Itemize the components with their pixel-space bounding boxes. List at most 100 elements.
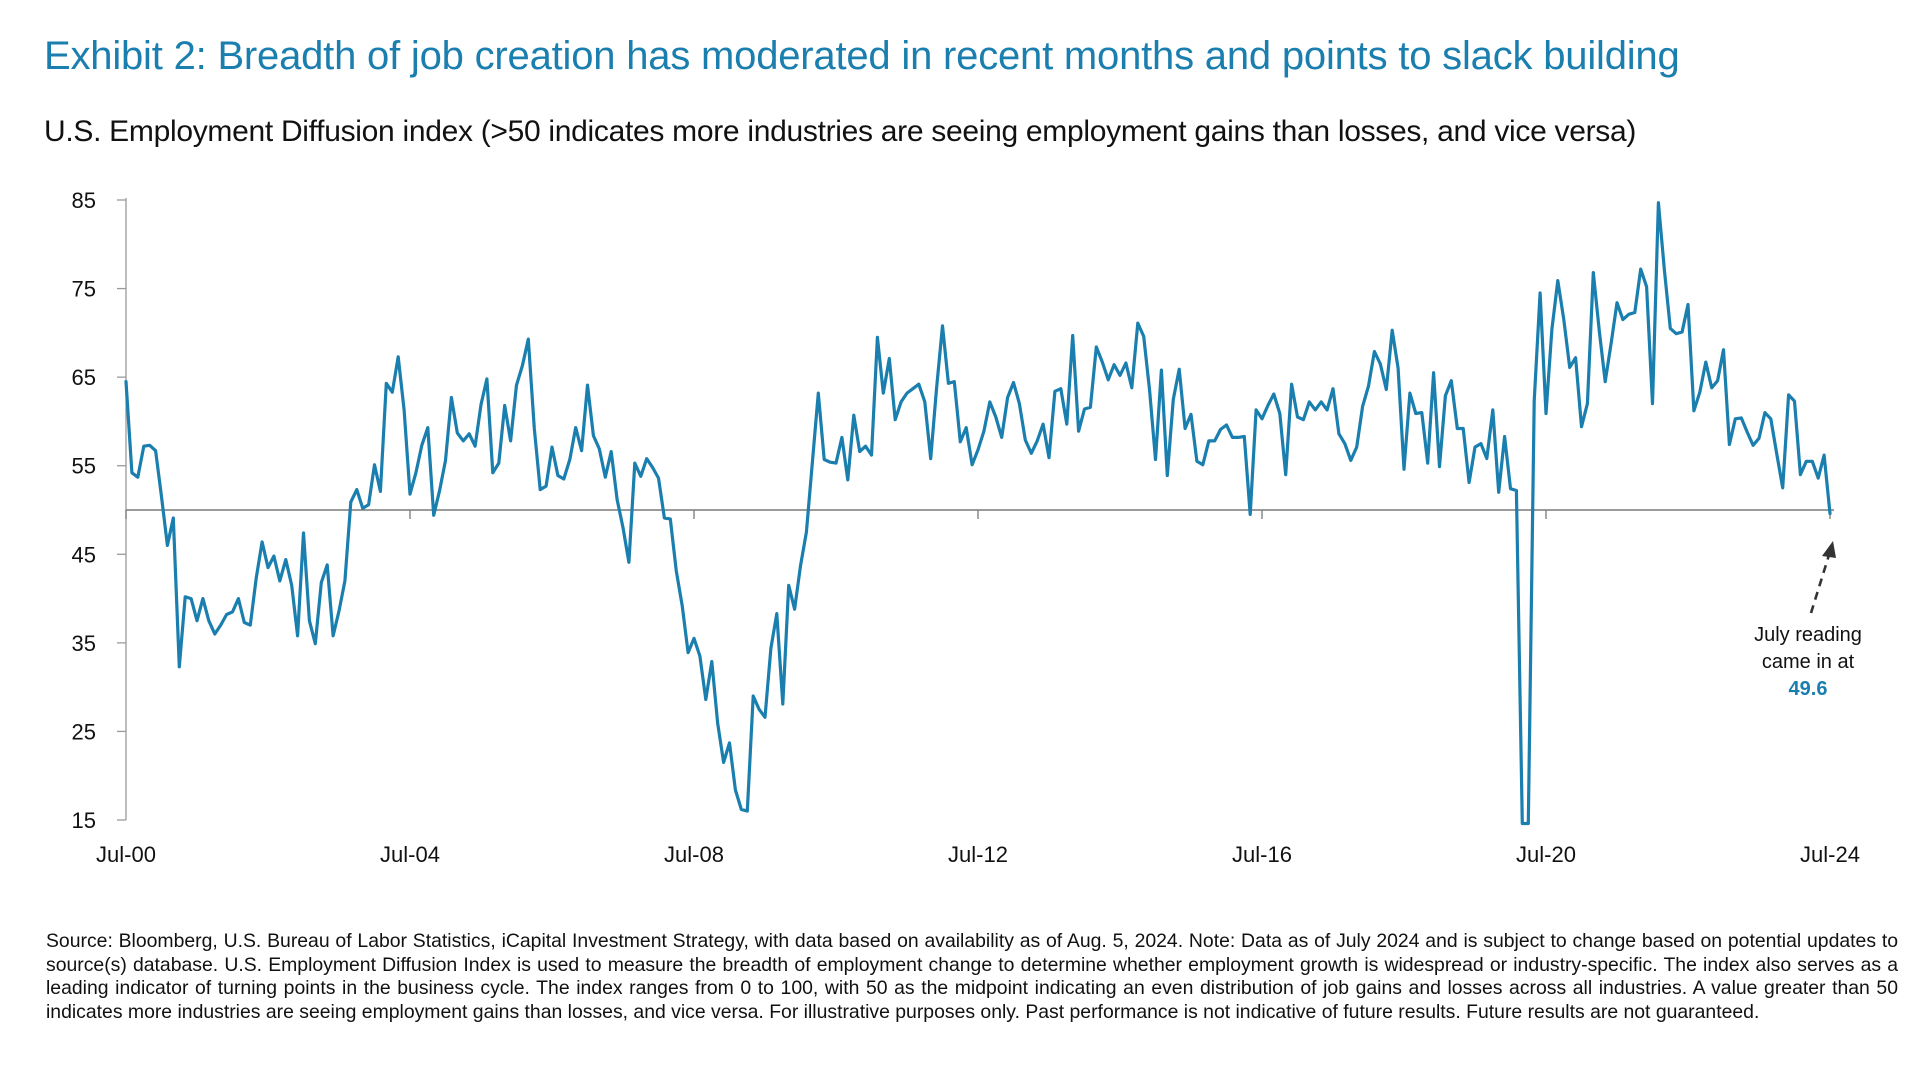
data-point [734, 789, 736, 791]
data-point [498, 462, 500, 464]
data-point [1367, 385, 1369, 387]
data-point [882, 392, 884, 394]
data-point [1089, 406, 1091, 408]
data-point [1705, 361, 1707, 363]
data-point [1421, 411, 1423, 413]
data-point [1657, 202, 1659, 204]
data-point [1403, 468, 1405, 470]
data-point [894, 419, 896, 421]
data-point [1651, 403, 1653, 405]
data-point [1758, 437, 1760, 439]
data-point [486, 378, 488, 380]
data-point [1468, 481, 1470, 483]
data-point [1202, 464, 1204, 466]
data-point [1083, 408, 1085, 410]
data-point [1119, 374, 1121, 376]
data-point [379, 490, 381, 492]
data-point [770, 647, 772, 649]
series-layer [124, 201, 1832, 826]
data-point [1219, 428, 1221, 430]
data-point [1030, 452, 1032, 454]
data-point [367, 504, 369, 506]
data-point [1385, 388, 1387, 390]
data-point [1077, 430, 1079, 432]
data-point [480, 403, 482, 405]
data-point [930, 457, 932, 459]
data-point [752, 695, 754, 697]
data-point [1397, 367, 1399, 369]
data-point [350, 501, 352, 503]
data-point [728, 742, 730, 744]
data-point [249, 624, 251, 626]
data-point [1214, 440, 1216, 442]
data-point [1456, 427, 1458, 429]
data-point [1208, 440, 1210, 442]
data-point [947, 382, 949, 384]
data-point [1379, 363, 1381, 365]
data-point [1675, 333, 1677, 335]
data-point [1131, 387, 1133, 389]
x-tick-label: Jul-08 [664, 842, 724, 867]
data-point [403, 409, 405, 411]
data-point [1693, 410, 1695, 412]
data-point [1444, 395, 1446, 397]
data-point [1237, 436, 1239, 438]
data-point [326, 564, 328, 566]
data-point [1225, 424, 1227, 426]
data-point [196, 620, 198, 622]
data-point [468, 433, 470, 435]
data-point [592, 434, 594, 436]
data-point [391, 391, 393, 393]
data-point [622, 527, 624, 529]
data-point [220, 624, 222, 626]
data-point [237, 597, 239, 599]
data-point [492, 472, 494, 474]
data-point [1148, 389, 1150, 391]
data-point [149, 444, 151, 446]
data-point [841, 436, 843, 438]
data-point [1746, 431, 1748, 433]
data-point [427, 426, 429, 428]
data-point [1462, 427, 1464, 429]
data-point [1474, 446, 1476, 448]
data-point [924, 401, 926, 403]
data-point [634, 462, 636, 464]
data-point [1438, 465, 1440, 467]
data-point [1711, 387, 1713, 389]
data-point [918, 383, 920, 385]
data-point [1154, 458, 1156, 460]
data-point [1563, 318, 1565, 320]
data-point [320, 581, 322, 583]
data-point [314, 643, 316, 645]
data-point [569, 458, 571, 460]
data-point [1060, 388, 1062, 390]
y-tick-label: 25 [72, 719, 96, 744]
data-point [823, 458, 825, 460]
x-tick-label: Jul-00 [96, 842, 156, 867]
data-point [1338, 433, 1340, 435]
data-point [178, 666, 180, 668]
data-point [1243, 435, 1245, 437]
data-point [859, 450, 861, 452]
data-point [847, 479, 849, 481]
data-point [1344, 442, 1346, 444]
data-point [580, 450, 582, 452]
data-point [799, 565, 801, 567]
data-point [1231, 436, 1233, 438]
data-point [1645, 286, 1647, 288]
data-point [935, 387, 937, 389]
data-point [1427, 462, 1429, 464]
data-point [332, 635, 334, 637]
data-point [261, 541, 263, 543]
data-point [131, 472, 133, 474]
data-point [1764, 411, 1766, 413]
data-point [1752, 444, 1754, 446]
data-point [1012, 381, 1014, 383]
data-point [1415, 412, 1417, 414]
x-tick-label: Jul-20 [1516, 842, 1576, 867]
data-point [1172, 398, 1174, 400]
data-point [1787, 394, 1789, 396]
data-point [705, 698, 707, 700]
y-tick-label: 45 [72, 542, 96, 567]
data-point [604, 476, 606, 478]
